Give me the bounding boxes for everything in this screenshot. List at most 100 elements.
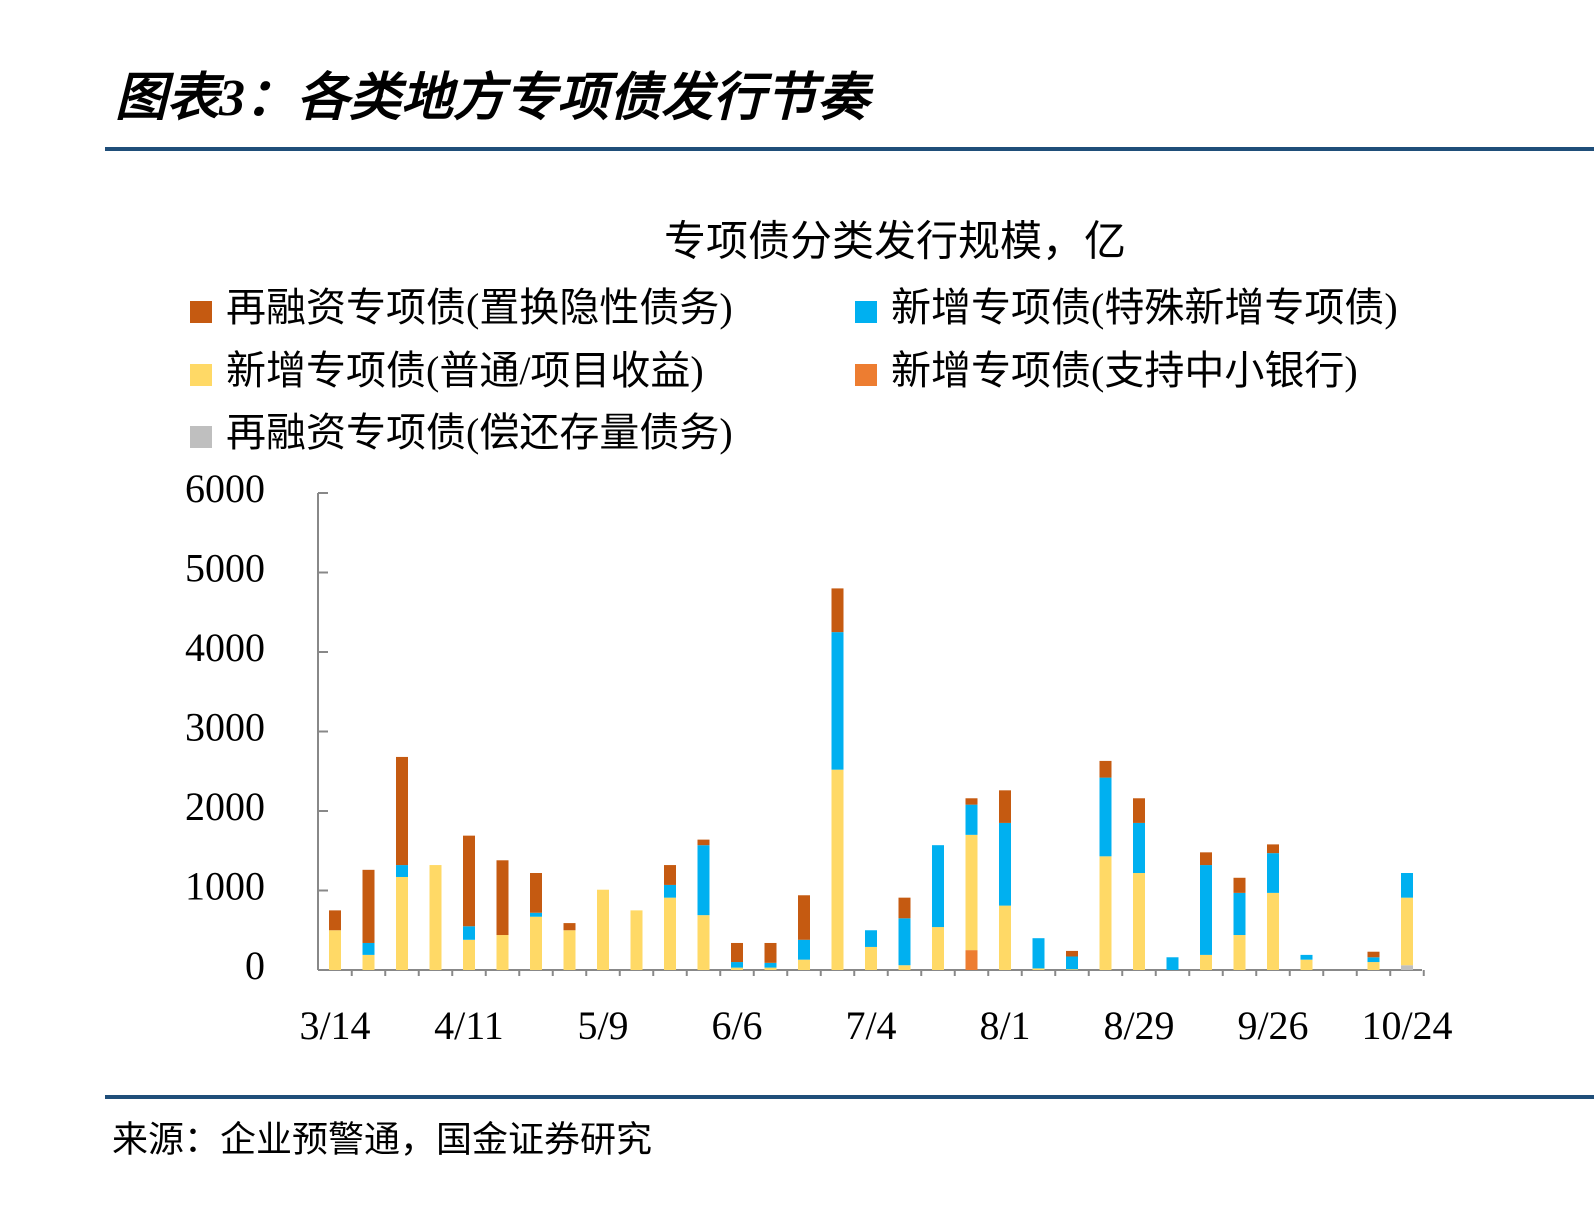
bar-segment xyxy=(1099,777,1112,857)
x-tick-label: 4/11 xyxy=(434,1003,504,1048)
bar-segment xyxy=(798,959,810,970)
legend-swatch xyxy=(855,301,877,323)
y-tick-label: 3000 xyxy=(185,705,265,750)
x-tick-label: 7/4 xyxy=(845,1003,896,1048)
y-tick-label: 0 xyxy=(245,943,265,988)
bar-segment xyxy=(1267,844,1279,854)
bar-segment xyxy=(1401,897,1413,966)
bar-segment xyxy=(329,930,341,970)
y-tick-label: 6000 xyxy=(185,466,265,511)
bar-segment xyxy=(831,769,844,970)
x-tick-label: 8/29 xyxy=(1103,1003,1174,1048)
bar-segment xyxy=(1066,956,1078,970)
bar-segment xyxy=(362,869,375,943)
bar-segment xyxy=(1233,892,1246,936)
bar-segment xyxy=(965,804,978,835)
bar-segment xyxy=(396,876,408,970)
bar-segment xyxy=(1267,853,1279,893)
bar-segment xyxy=(1032,938,1045,969)
bar-segment xyxy=(731,967,743,970)
bar-segment xyxy=(932,845,944,928)
bar-segment xyxy=(965,798,978,805)
bar-segment xyxy=(530,873,542,913)
bar-segment xyxy=(1367,957,1380,963)
bar-segment xyxy=(630,910,643,970)
bar-segment xyxy=(1166,957,1179,970)
y-tick-label: 5000 xyxy=(185,546,265,591)
bar-segment xyxy=(1099,856,1112,970)
y-tick-label: 2000 xyxy=(185,784,265,829)
bar-segment xyxy=(697,915,710,970)
bar-segment xyxy=(1066,950,1078,957)
bar-segment xyxy=(1233,877,1246,893)
y-tick-label: 1000 xyxy=(185,864,265,909)
bar-segment xyxy=(865,930,877,947)
bar-segment xyxy=(1367,951,1380,958)
bar-segment xyxy=(496,935,509,970)
legend-label: 新增专项债(支持中小银行) xyxy=(891,348,1358,393)
bar-segment xyxy=(764,942,777,963)
legend-label: 再融资专项债(偿还存量债务) xyxy=(226,410,733,455)
bar-segment xyxy=(1099,760,1112,778)
x-tick-label: 6/6 xyxy=(711,1003,762,1048)
bar-segment xyxy=(1300,959,1313,970)
bar-segment xyxy=(1066,969,1078,970)
bar-segment xyxy=(664,884,676,898)
bar-segment xyxy=(999,905,1011,970)
bar-segment xyxy=(463,926,475,940)
chart-title: 专项债分类发行规模，亿 xyxy=(664,220,1126,266)
bar-segment xyxy=(396,865,408,877)
source-note: 来源：企业预警通，国金证券研究 xyxy=(112,1119,652,1159)
bar-segment xyxy=(1233,935,1246,970)
bar-segment xyxy=(965,834,978,951)
legend-swatch xyxy=(190,364,212,386)
bar-segment xyxy=(362,942,375,955)
bar-segment xyxy=(563,930,576,970)
bar-segment xyxy=(999,822,1011,906)
bar-segment xyxy=(1133,822,1145,874)
x-tick-label: 5/9 xyxy=(577,1003,628,1048)
x-tick-label: 3/14 xyxy=(299,1003,370,1048)
bar-segment xyxy=(932,927,944,970)
bar-segment xyxy=(463,939,475,970)
bar-segment xyxy=(396,756,408,866)
bar-segment xyxy=(831,588,844,633)
bar-segment xyxy=(530,912,542,917)
legend-label: 新增专项债(普通/项目收益) xyxy=(226,348,704,393)
bar-segment xyxy=(697,839,710,846)
bar-segment xyxy=(1200,852,1212,866)
bar-segment xyxy=(831,632,844,770)
bar-segment xyxy=(865,946,877,970)
bar-segment xyxy=(731,962,743,968)
bar-segment xyxy=(463,835,475,927)
bar-segment xyxy=(1367,962,1380,970)
bar-segment xyxy=(1133,873,1145,970)
y-tick-label: 4000 xyxy=(185,625,265,670)
bar-segment xyxy=(1032,968,1045,970)
bar-segment xyxy=(597,889,609,970)
bar-segment xyxy=(898,965,911,970)
bar-segment xyxy=(731,942,743,963)
bar-segment xyxy=(329,910,341,931)
bar-segment xyxy=(798,895,810,940)
bar-segment xyxy=(1401,965,1413,970)
bar-segment xyxy=(965,950,978,970)
legend-swatch xyxy=(190,301,212,323)
legend-label: 新增专项债(特殊新增专项债) xyxy=(891,285,1398,330)
bar-segment xyxy=(496,860,509,936)
figure-title: 图表3：各类地方专项债发行节奏 xyxy=(115,69,874,127)
bar-segment xyxy=(764,962,777,968)
bar-segment xyxy=(1401,873,1413,898)
bar-segment xyxy=(664,897,676,970)
bar-segment xyxy=(764,967,777,970)
legend-swatch xyxy=(855,364,877,386)
bar-segment xyxy=(1300,954,1313,960)
bar-segment xyxy=(664,865,676,885)
x-tick-label: 10/24 xyxy=(1361,1003,1452,1048)
bar-segment xyxy=(362,954,375,970)
bar-segment xyxy=(697,845,710,916)
legend-label: 再融资专项债(置换隐性债务) xyxy=(226,285,733,330)
bar-segment xyxy=(1200,865,1212,955)
